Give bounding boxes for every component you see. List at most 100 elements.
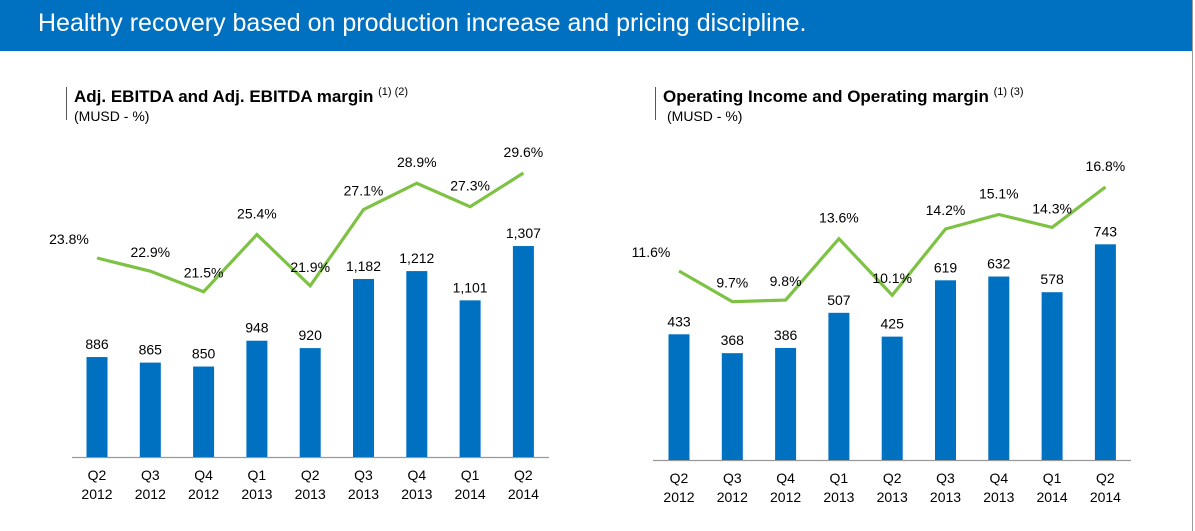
x-tick-label-year: 2014 <box>1090 489 1121 505</box>
x-tick-label-year: 2012 <box>135 486 166 502</box>
x-tick-label-quarter: Q2 <box>514 467 533 483</box>
x-tick-label-quarter: Q2 <box>883 470 902 486</box>
margin-line <box>678 185 1107 304</box>
x-tick-label-quarter: Q2 <box>1096 470 1115 486</box>
bar <box>246 340 268 457</box>
bar-value-label: 425 <box>881 316 905 332</box>
margin-value-label: 21.9% <box>290 259 330 275</box>
x-tick-label-year: 2013 <box>930 489 961 505</box>
chart-1-footnotes: (1) (2) <box>378 86 409 98</box>
x-tick-label-year: 2012 <box>81 486 112 502</box>
bar <box>406 271 428 457</box>
bar-value-label: 632 <box>987 256 1011 272</box>
margin-value-label: 10.1% <box>872 270 912 286</box>
bar <box>512 246 534 457</box>
margin-value-label: 22.9% <box>130 244 170 260</box>
title-divider <box>66 87 67 120</box>
bar <box>775 347 797 460</box>
margin-value-label: 9.8% <box>770 273 802 289</box>
page-title: Healthy recovery based on production inc… <box>38 9 807 37</box>
bar <box>721 353 743 460</box>
bar-value-label: 619 <box>934 259 958 275</box>
x-tick-label-year: 2013 <box>401 486 432 502</box>
bar-value-label: 386 <box>774 327 798 343</box>
bar <box>1094 244 1116 460</box>
bar <box>459 300 481 457</box>
x-tick-label-quarter: Q1 <box>1043 470 1062 486</box>
title-divider <box>655 87 656 120</box>
bar-value-label: 1,101 <box>453 279 488 295</box>
margin-value-label: 29.6% <box>504 144 544 160</box>
header-banner: Healthy recovery based on production inc… <box>0 0 1192 51</box>
x-tick-label-quarter: Q2 <box>301 467 320 483</box>
bar <box>193 366 215 457</box>
margin-value-label: 15.1% <box>979 185 1019 201</box>
x-tick-label-year: 2012 <box>717 489 748 505</box>
x-tick-label-year: 2012 <box>770 489 801 505</box>
chart-1-title: Adj. EBITDA and Adj. EBITDA margin (1) (… <box>74 86 409 107</box>
x-tick-label-quarter: Q1 <box>461 467 480 483</box>
bar-value-label: 507 <box>827 292 851 308</box>
bar <box>935 280 956 460</box>
x-tick-label-year: 2013 <box>823 489 854 505</box>
bar <box>86 357 108 457</box>
bar-value-label: 1,307 <box>506 225 541 241</box>
bar <box>353 279 374 457</box>
bar-value-label: 743 <box>1094 223 1118 239</box>
margin-value-label: 28.9% <box>397 154 437 170</box>
bar-value-label: 1,182 <box>346 258 381 274</box>
x-tick-label-year: 2013 <box>983 489 1014 505</box>
chart-2-title-text: Operating Income and Operating margin <box>663 87 989 106</box>
x-tick-label-quarter: Q3 <box>723 470 742 486</box>
x-tick-label-year: 2014 <box>508 486 539 502</box>
bar <box>828 312 850 460</box>
x-tick-label-year: 2013 <box>877 489 908 505</box>
margin-value-label: 23.8% <box>49 231 89 247</box>
bar-value-label: 920 <box>299 327 323 343</box>
x-tick-label-year: 2013 <box>348 486 379 502</box>
bar <box>1041 292 1063 460</box>
x-tick-label-quarter: Q4 <box>776 470 795 486</box>
margin-line <box>96 171 525 294</box>
x-tick-label-quarter: Q3 <box>354 467 373 483</box>
bar-value-label: 886 <box>85 336 109 352</box>
x-tick-label-year: 2014 <box>455 486 486 502</box>
bar-value-label: 433 <box>667 313 691 329</box>
bar <box>299 348 321 457</box>
bar <box>139 362 161 457</box>
x-tick-label-year: 2012 <box>663 489 694 505</box>
chart-2-footnotes: (1) (3) <box>993 86 1024 98</box>
x-tick-label-quarter: Q3 <box>936 470 955 486</box>
margin-value-label: 14.2% <box>926 202 966 218</box>
x-tick-label-quarter: Q3 <box>141 467 160 483</box>
x-tick-label-quarter: Q2 <box>670 470 689 486</box>
margin-value-label: 16.8% <box>1086 158 1126 174</box>
margin-value-label: 11.6% <box>632 244 671 260</box>
slide-right-border <box>1192 0 1193 531</box>
x-tick-label-quarter: Q2 <box>88 467 107 483</box>
chart-2-title: Operating Income and Operating margin (1… <box>663 86 1024 107</box>
x-tick-label-year: 2014 <box>1037 489 1068 505</box>
bar-value-label: 865 <box>139 342 163 358</box>
x-tick-label-quarter: Q4 <box>989 470 1008 486</box>
bar-value-label: 1,212 <box>399 250 434 266</box>
margin-value-label: 13.6% <box>819 210 859 226</box>
bar-value-label: 850 <box>192 346 216 362</box>
bar <box>988 276 1010 460</box>
bar-value-label: 578 <box>1040 271 1064 287</box>
x-tick-label-quarter: Q4 <box>194 467 213 483</box>
chart-1-unit: (MUSD - %) <box>74 108 150 124</box>
margin-value-label: 27.1% <box>344 183 384 199</box>
x-tick-label-year: 2012 <box>188 486 219 502</box>
bar <box>668 334 690 460</box>
bar-value-label: 368 <box>721 332 745 348</box>
margin-value-label: 25.4% <box>237 206 277 222</box>
x-tick-label-quarter: Q4 <box>407 467 426 483</box>
x-tick-label-year: 2013 <box>241 486 272 502</box>
margin-value-label: 9.7% <box>716 275 748 291</box>
x-tick-label-year: 2013 <box>295 486 326 502</box>
bar <box>881 336 903 460</box>
chart-1-title-text: Adj. EBITDA and Adj. EBITDA margin <box>74 87 374 106</box>
margin-value-label: 14.3% <box>1032 200 1072 216</box>
